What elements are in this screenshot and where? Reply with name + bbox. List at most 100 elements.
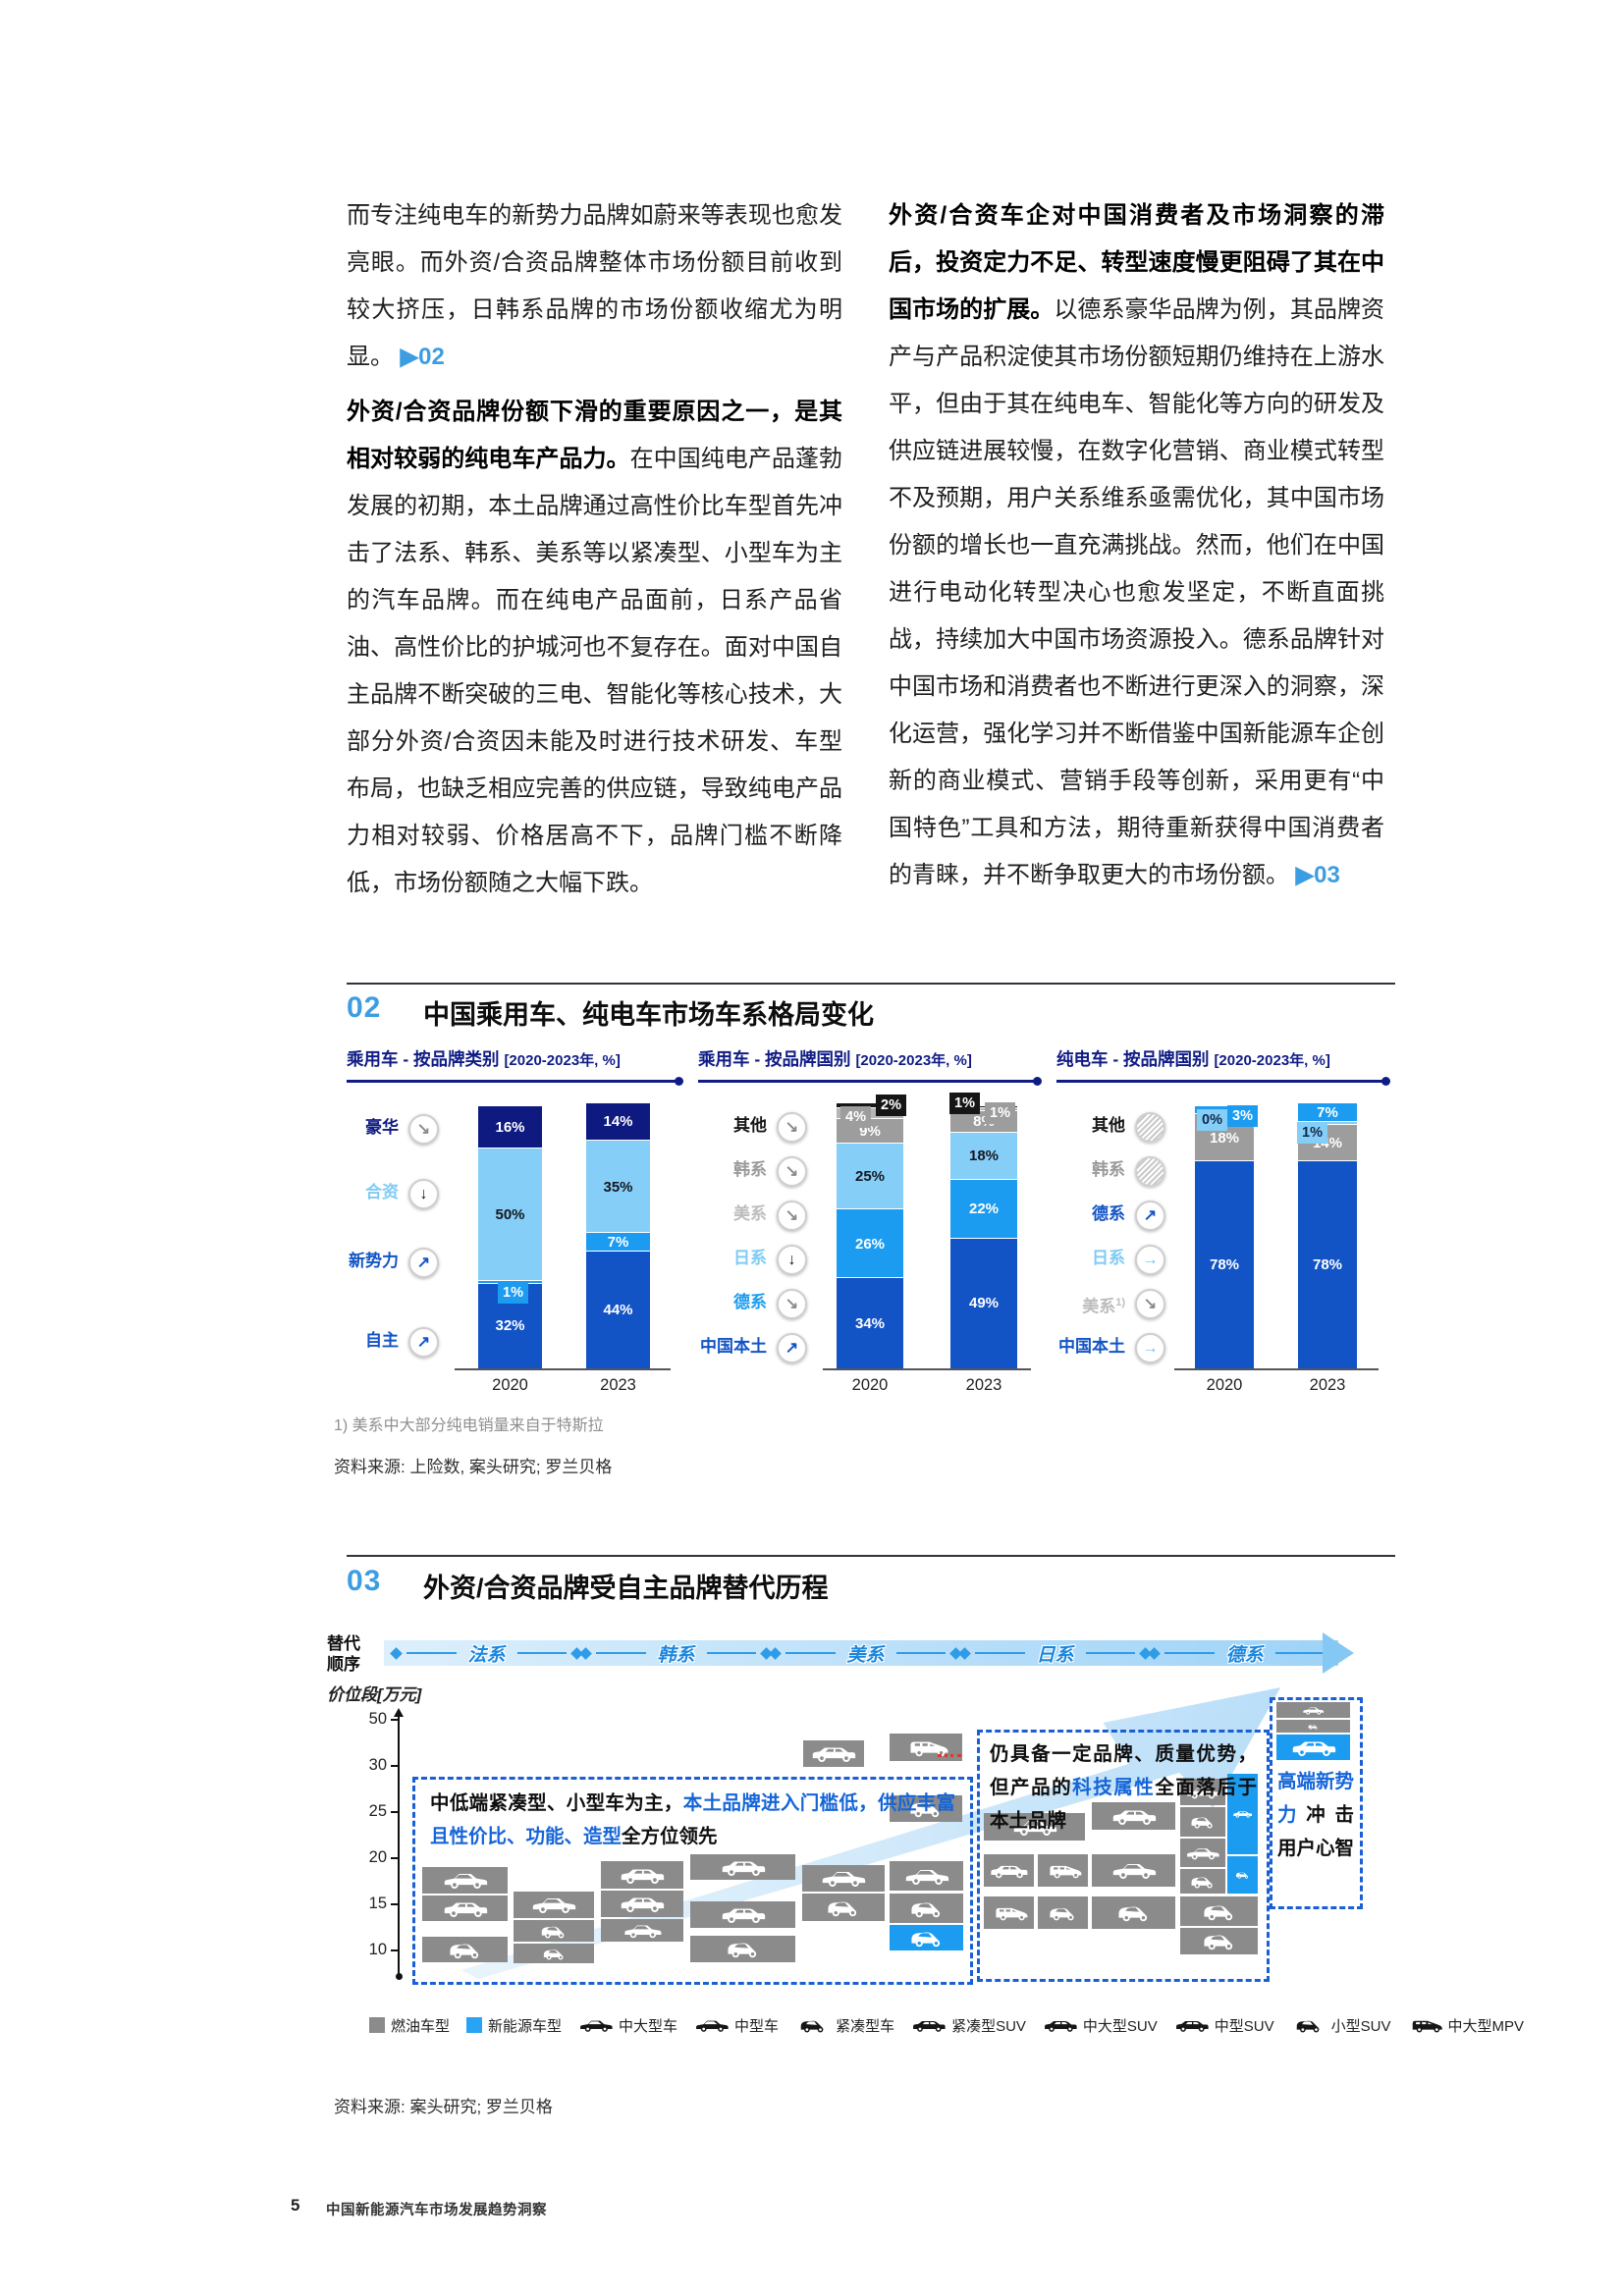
figure-02-footnote: 1) 美系中大部分纯电销量来自于特斯拉 bbox=[334, 1417, 604, 1434]
vehicle-tile-small-ice bbox=[890, 1894, 963, 1923]
vehicle-tile-suv-ice bbox=[601, 1891, 683, 1917]
annotation-box-3 bbox=[1270, 1697, 1363, 1909]
small-car-icon bbox=[449, 1943, 478, 1958]
price-tick-label: 30 bbox=[368, 1756, 387, 1774]
arrow-ne-icon: ↗ bbox=[408, 1248, 439, 1278]
bar-segment-新势力: 7% bbox=[586, 1233, 650, 1253]
body-text: 而专注纯电车的新势力品牌如蔚来等表现也愈发亮眼。而外资/合资品牌整体市场份额目前… bbox=[347, 202, 842, 370]
annotation-text: 全面落后于本土品牌 bbox=[990, 1777, 1257, 1832]
vehicle-tile-small-ice bbox=[1276, 1720, 1350, 1733]
price-tick-mark bbox=[391, 1765, 400, 1767]
x-axis-year-label: 2023 bbox=[600, 1376, 636, 1394]
bar-segment-日系: 18% bbox=[950, 1132, 1017, 1181]
car-car-icon bbox=[1013, 1820, 1056, 1836]
vehicle-tile-small-ice bbox=[422, 1937, 508, 1962]
paragraph: 外资/合资品牌份额下滑的重要原因之一，是其相对较弱的纯电车产品力。在中国纯电产品… bbox=[347, 389, 842, 907]
body-text: 在中国纯电产品蓬勃发展的初期，本土品牌通过高性价比车型首先冲击了法系、韩系、美系… bbox=[347, 446, 843, 896]
vehicle-tile-suv-ice bbox=[690, 1901, 795, 1928]
vehicle-tile-suv-nev bbox=[1227, 1774, 1258, 1854]
segment-value-label: 35% bbox=[603, 1178, 633, 1196]
vehicle-tile-car-ice bbox=[890, 1861, 963, 1891]
small-car-icon bbox=[828, 1900, 857, 1916]
bar-segment-德系: 26% bbox=[837, 1209, 903, 1279]
car-car-icon bbox=[696, 2020, 729, 2032]
legend-label: 中国本土 bbox=[700, 1337, 767, 1356]
bar-segment-中国本土: 78% bbox=[1298, 1161, 1357, 1368]
vehicle-tile-suv-ice bbox=[1092, 1802, 1175, 1830]
price-tick-label: 20 bbox=[368, 1848, 387, 1866]
figure-reference-marker: ▶02 bbox=[394, 344, 445, 370]
small-car-icon bbox=[543, 1949, 563, 1960]
vehicle-tile-car-ice bbox=[1180, 1779, 1225, 1805]
vehicle-tile-small-ice bbox=[514, 1920, 594, 1942]
bar-segment-豪华: 14% bbox=[586, 1103, 650, 1141]
annotation-text: 中低端紧凑型、小型车为主， bbox=[430, 1792, 683, 1814]
legend-item-label: 中大型MPV bbox=[1447, 2017, 1524, 2035]
x-axis-year-label: 2020 bbox=[1206, 1376, 1243, 1394]
vehicle-tile-suv-ice bbox=[601, 1861, 683, 1889]
annotation-text-3: 高端新势力冲击用户心智 bbox=[1277, 1765, 1354, 1865]
small-car-icon bbox=[1050, 1907, 1074, 1920]
arrow-ne-icon: ↗ bbox=[408, 1327, 439, 1358]
vehicle-tile-small-ice bbox=[1092, 1896, 1175, 1929]
annotation-text: 冲击用户心智 bbox=[1277, 1804, 1355, 1859]
car-car-icon bbox=[623, 1924, 661, 1938]
bar-segment-德系: 7% bbox=[1298, 1103, 1357, 1122]
legend-label: 豪华 bbox=[365, 1118, 399, 1137]
suv-car-icon bbox=[1233, 1811, 1253, 1818]
legend-item: 紧凑型车 bbox=[795, 2015, 894, 2036]
legend-item: 中型车 bbox=[694, 2015, 779, 2036]
vehicle-tile-car-ice bbox=[422, 1867, 508, 1894]
vehicle-tile-small-ice bbox=[514, 1944, 594, 1963]
chart-title-range: [2020-2023年, %] bbox=[855, 1052, 972, 1069]
segment-value-label: 16% bbox=[495, 1118, 525, 1136]
bar-segment-中国本土: 49% bbox=[950, 1238, 1017, 1368]
price-tick-mark bbox=[391, 1949, 400, 1951]
segment-value-label: 49% bbox=[968, 1295, 1000, 1312]
arrow-se-icon: ↘ bbox=[408, 1114, 439, 1145]
vehicle-tile-small-ice bbox=[1038, 1896, 1088, 1929]
small-car-icon bbox=[910, 1931, 940, 1947]
bar-segment-中国本土: 34% bbox=[837, 1278, 903, 1368]
small-car-icon bbox=[1235, 1872, 1249, 1879]
mpv-car-icon bbox=[996, 1907, 1028, 1920]
band-line bbox=[1085, 1652, 1136, 1654]
vehicle-tile-small-nev bbox=[890, 1925, 963, 1950]
arrow-ne-icon: ↗ bbox=[777, 1333, 807, 1363]
suv-car-icon bbox=[991, 1865, 1028, 1878]
bar-segment-自主: 44% bbox=[586, 1252, 650, 1368]
value-callout: 0% bbox=[1197, 1109, 1227, 1131]
legend-label: 德系 bbox=[1092, 1204, 1125, 1223]
band-label-1: 法系 bbox=[467, 1644, 506, 1666]
x-axis-year-label: 2023 bbox=[965, 1376, 1002, 1394]
arrow-e-icon: → bbox=[1135, 1333, 1165, 1363]
bold-text: 外资/合资品牌份额下滑的重要原因之一，是其相对较弱的纯电车产品力。 bbox=[347, 399, 842, 472]
chart-title-underline bbox=[698, 1080, 1036, 1083]
legend-label: 日系 bbox=[733, 1249, 767, 1267]
legend-item-label: 小型SUV bbox=[1330, 2017, 1391, 2035]
diamond-separator-icon bbox=[1148, 1646, 1161, 1660]
legend-label: 其他 bbox=[733, 1116, 767, 1135]
intro-column-left: 而专注纯电车的新势力品牌如蔚来等表现也愈发亮眼。而外资/合资品牌整体市场份额目前… bbox=[347, 192, 842, 915]
band-line bbox=[895, 1652, 947, 1654]
replacement-order-label: 替代 顺序 bbox=[327, 1633, 360, 1675]
legend-label: 日系 bbox=[1092, 1249, 1125, 1267]
chart-title: 乘用车 - 按品牌国别 [2020-2023年, %] bbox=[698, 1046, 972, 1071]
vehicle-tile-small-ice bbox=[802, 1894, 885, 1921]
legend-label: 合资 bbox=[365, 1183, 399, 1201]
value-callout: 1% bbox=[949, 1093, 980, 1114]
price-axis-arrow bbox=[394, 1708, 404, 1717]
section-03-divider bbox=[347, 1555, 1395, 1557]
legend-item-label: 紧凑型车 bbox=[836, 2017, 895, 2035]
bar-segment-合资: 35% bbox=[586, 1140, 650, 1234]
suv-car-icon bbox=[444, 1902, 487, 1917]
suv-car-icon bbox=[1175, 2020, 1209, 2032]
vehicle-tile-small-ice bbox=[690, 1936, 795, 1962]
vehicle-tile-car-ice bbox=[1276, 1702, 1350, 1718]
annotation-text: 全方位领先 bbox=[622, 1826, 718, 1847]
vehicle-tile-suv-nev bbox=[1276, 1735, 1350, 1760]
segment-value-label: 18% bbox=[1209, 1129, 1240, 1147]
diamond-separator-icon bbox=[958, 1646, 971, 1660]
vehicle-type-legend: 燃油车型 新能源车型 中大型车 中型车 紧凑型车 紧凑型SUV 中大型SUV 中型SUV 小型S… bbox=[369, 2010, 1541, 2040]
